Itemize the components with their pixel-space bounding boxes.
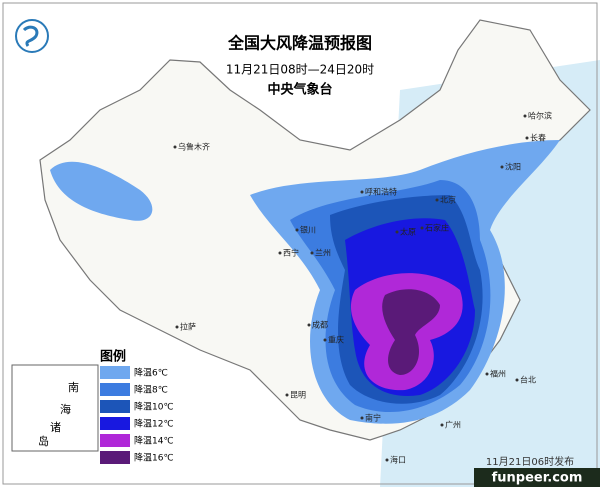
inset-label: 诸 [50,421,61,434]
city-dot [440,423,444,427]
city-label: 北京 [440,195,456,205]
cooling-zone-16 [382,289,440,375]
city-dot [175,325,179,329]
city-label: 福州 [490,370,506,379]
issued: 11月21日06时发布 [486,455,574,468]
issuer: 中央气象台 [267,82,332,98]
city-dot [278,251,282,255]
city-dot [435,198,439,202]
city-label: 昆明 [290,391,306,400]
city-dot [173,145,177,149]
city-label: 成都 [312,320,328,330]
legend-swatch [100,434,130,447]
legend-swatch [100,400,130,413]
logo [22,25,39,47]
legend-swatch [100,451,130,464]
city-label: 乌鲁木齐 [178,142,210,152]
city-label: 拉萨 [180,322,196,332]
legend-title: 图例 [100,349,126,365]
city-dot [285,393,289,397]
legend-swatch [100,366,130,379]
city-dot [307,323,311,327]
city-label: 兰州 [315,248,331,258]
city-dot [385,458,389,462]
city-dot [360,190,364,194]
period: 11月21日08时—24日20时 [226,63,374,77]
inset-box [11,364,99,452]
city-dot [420,226,424,230]
frame [2,2,598,485]
legend-label: 降温14℃ [134,435,174,447]
city-label: 银川 [300,225,316,235]
cooling-zone-6 [50,161,153,221]
legend-label: 降温6℃ [134,367,168,379]
logo [15,19,49,53]
city-dot [515,378,519,382]
city-dot [360,416,364,420]
city-label: 重庆 [328,335,344,345]
city-dot [395,230,399,234]
city-label: 台北 [520,375,536,385]
legend-label: 降温12℃ [134,418,174,430]
city-dot [310,251,314,255]
city-label: 沈阳 [505,162,521,172]
legend-label: 降温16℃ [134,452,174,464]
city-label: 广州 [445,420,461,430]
legend-label: 降温8℃ [134,384,168,396]
city-label: 呼和浩特 [365,187,397,197]
legend: 降温6℃ 降温8℃ 降温10℃ 降温12℃ 降温14℃ 降温16℃ [100,366,174,464]
city-label: 太原 [400,227,416,237]
city-dot [523,114,527,118]
city-label: 长春 [530,133,546,143]
city-label: 海口 [390,455,406,465]
watermark-bar [474,468,600,487]
city-dot [323,338,327,342]
city-label: 西宁 [283,248,299,258]
city-dot [295,228,299,232]
city-label: 哈尔滨 [528,111,552,121]
inset-label: 南 [68,381,79,394]
city-dot [525,136,529,140]
inset-label: 海 [60,402,71,416]
legend-swatch [100,383,130,396]
legend-label: 降温10℃ [134,401,174,413]
watermark: funpeer.com [492,471,583,486]
inset-label: 岛 [38,434,49,448]
legend-swatch [100,417,130,430]
city-label: 石家庄 [425,223,449,233]
city-dot [500,165,504,169]
title: 全国大风降温预报图 [227,34,372,53]
city-dot [485,372,489,376]
city-label: 南宁 [365,413,381,423]
